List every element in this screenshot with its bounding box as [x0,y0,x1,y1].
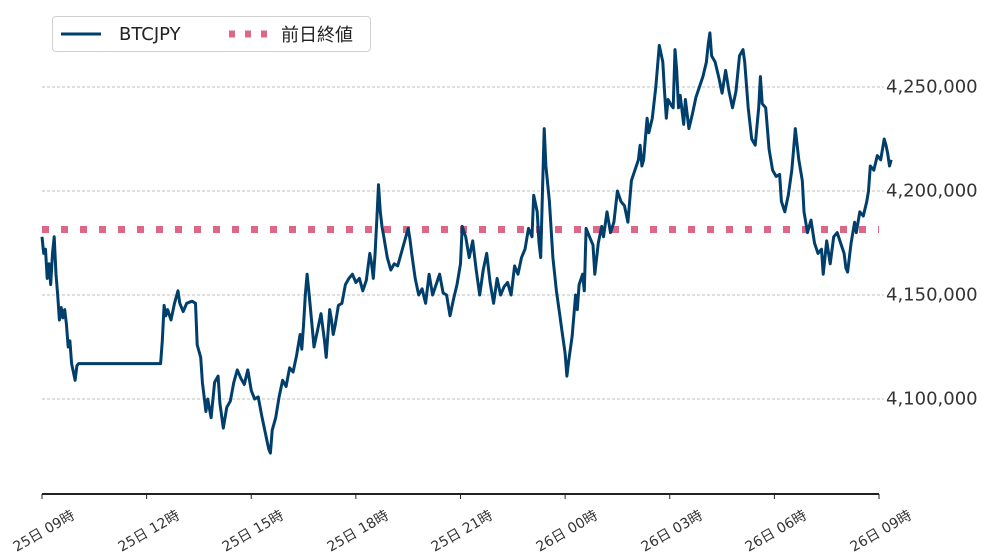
dotted-line-icon [229,30,269,38]
legend-item-btcjpy: BTCJPY [61,17,181,51]
y-tick-label: 4,250,000 [886,76,978,98]
legend-label-previous-close: 前日終値 [281,25,353,46]
legend-label-btcjpy: BTCJPY [119,23,181,45]
btcjpy-series [40,31,893,455]
y-tick-label: 4,150,000 [886,284,978,306]
legend: BTCJPY 前日終値 [52,16,371,52]
series-line-icon [61,32,101,36]
x-axis [41,493,880,499]
legend-item-previous-close: 前日終値 [229,17,353,51]
y-tick-label: 4,200,000 [886,180,978,202]
gridlines [42,86,884,400]
y-tick-label: 4,100,000 [886,388,978,410]
